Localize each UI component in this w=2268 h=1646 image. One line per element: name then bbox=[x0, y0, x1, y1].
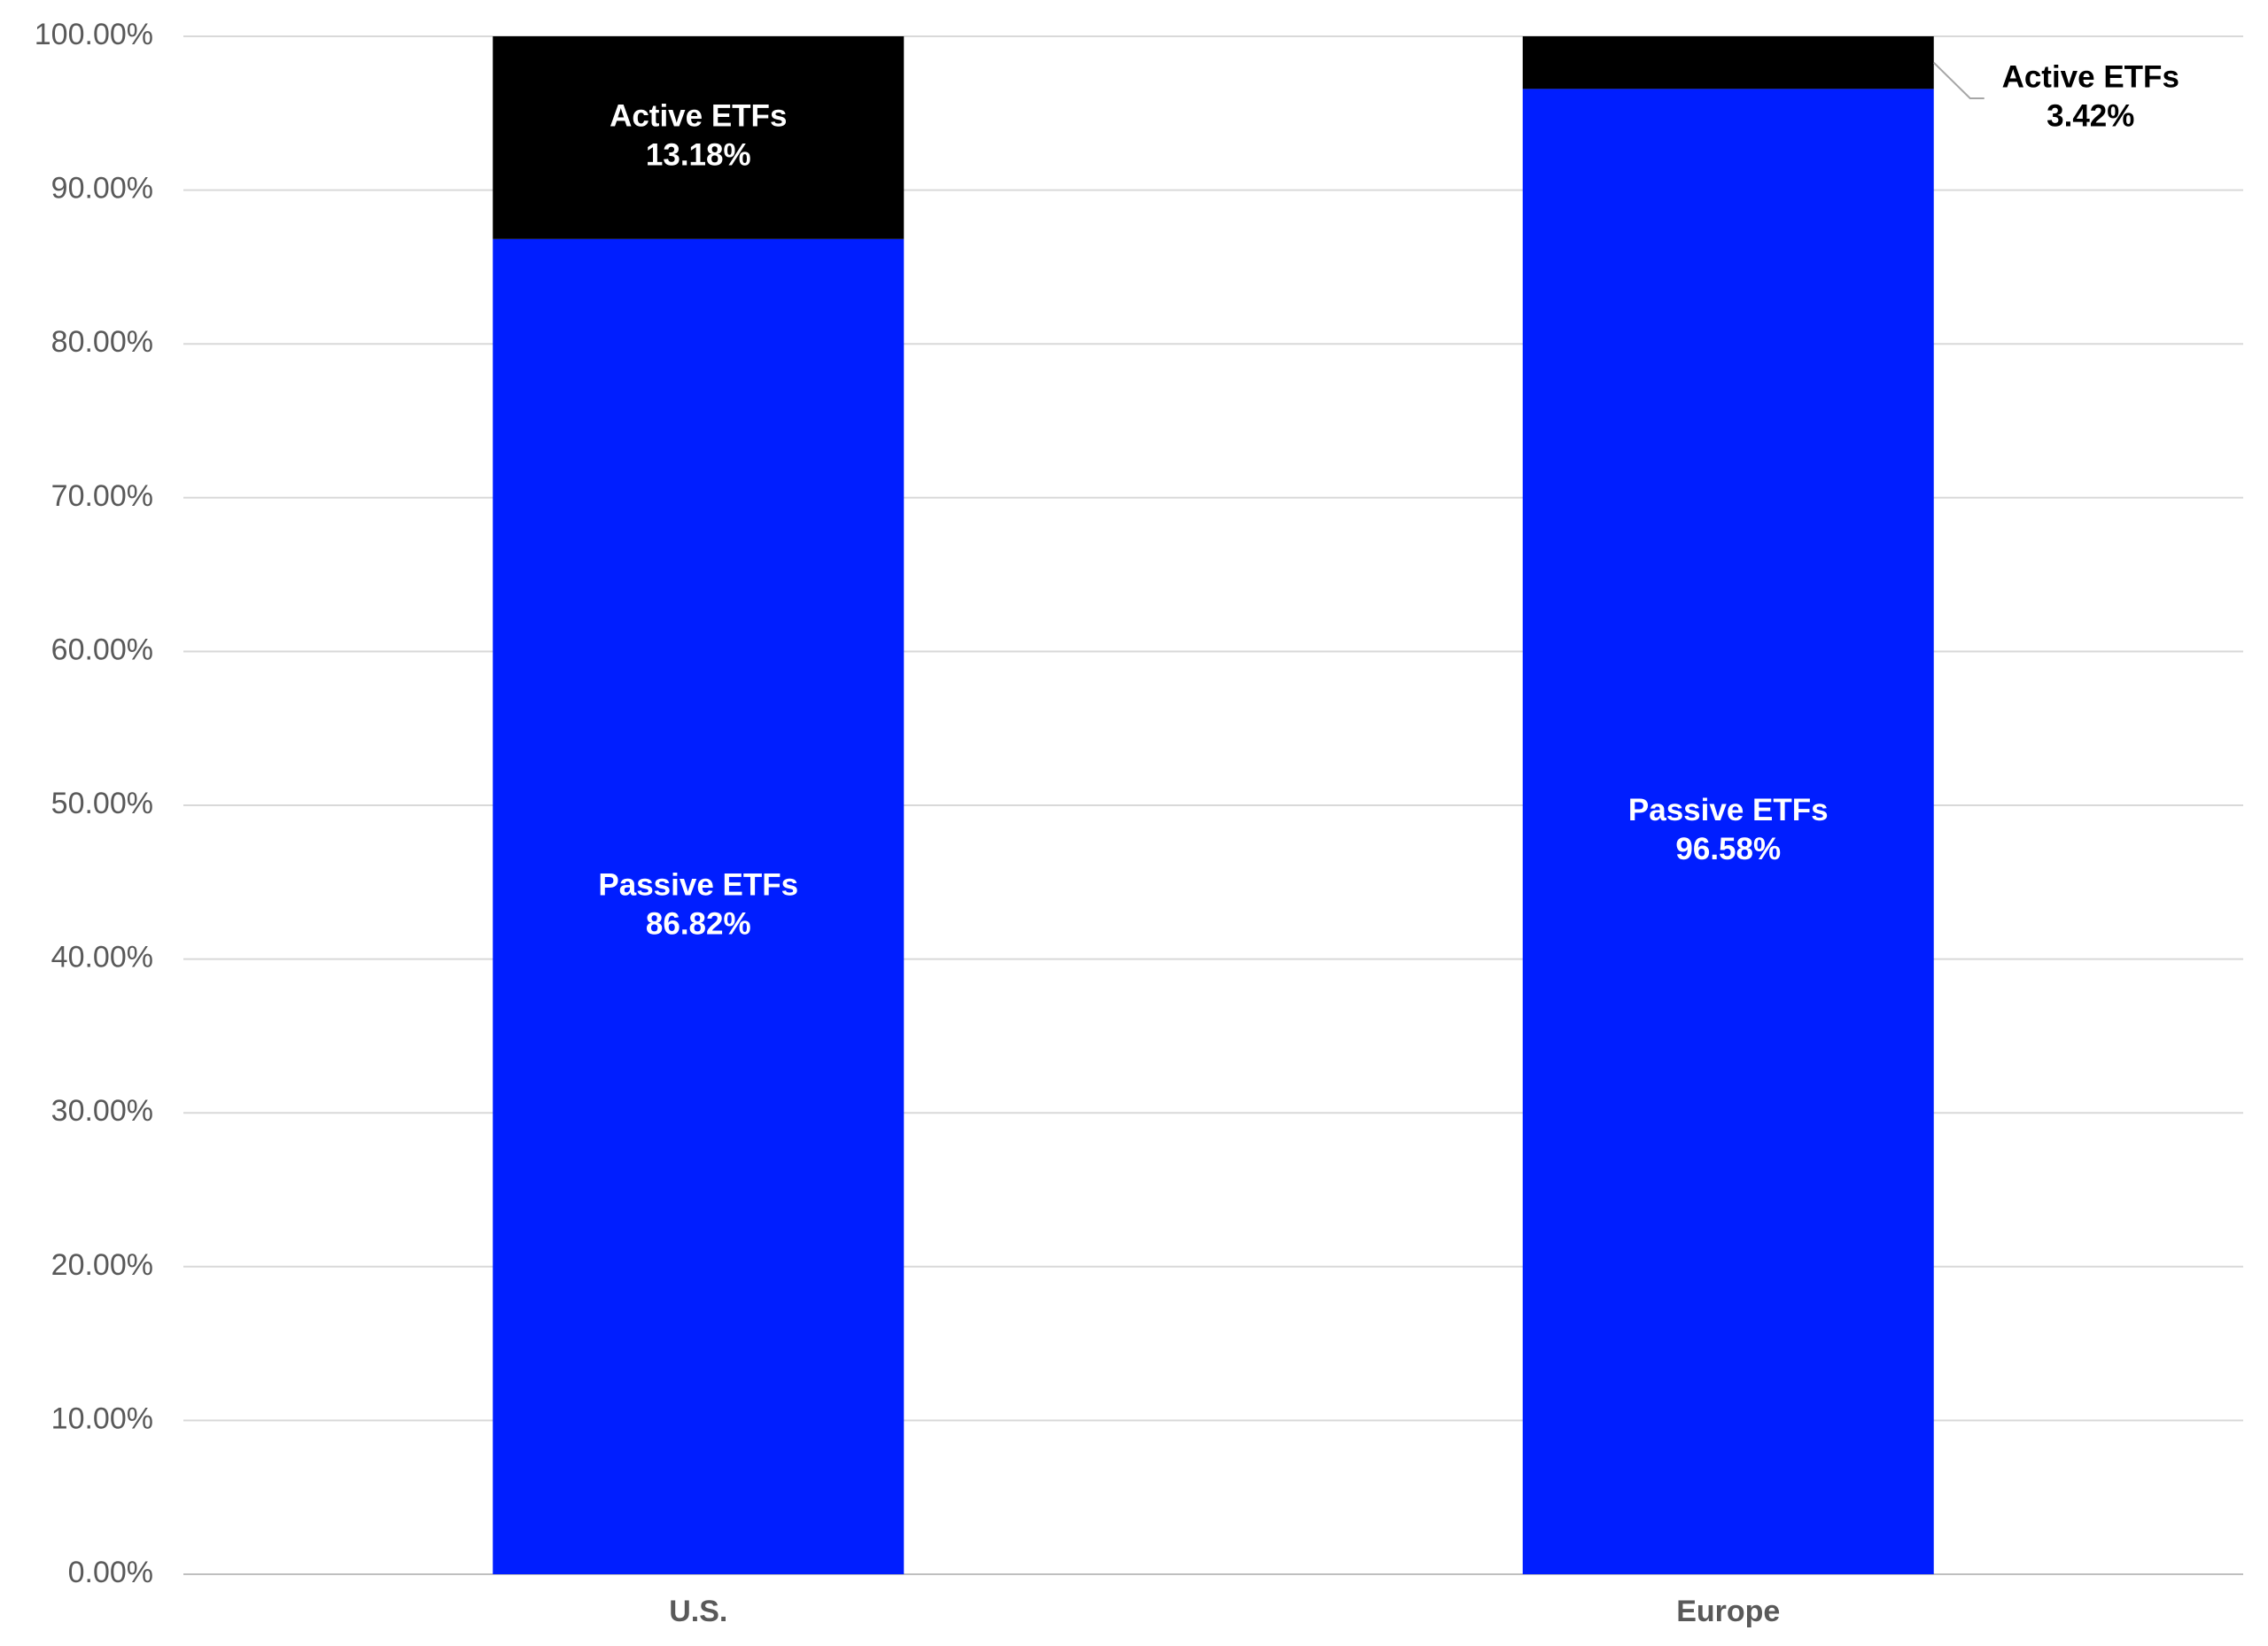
data-label: 96.58% bbox=[1675, 832, 1781, 866]
y-tick-label: 60.00% bbox=[51, 633, 153, 666]
y-tick-label: 50.00% bbox=[51, 787, 153, 820]
leader-line bbox=[1933, 61, 1984, 99]
y-tick-label: 20.00% bbox=[51, 1248, 153, 1282]
data-label-name: Active ETFs bbox=[610, 99, 787, 134]
x-tick-label: U.S. bbox=[669, 1595, 727, 1628]
data-label-name: Passive ETFs bbox=[598, 868, 798, 903]
data-label-name: Passive ETFs bbox=[1628, 793, 1829, 827]
bar-segment bbox=[493, 36, 905, 239]
data-label: 3.42% bbox=[2047, 98, 2134, 133]
bar-segment bbox=[1522, 89, 1934, 1574]
y-tick-label: 90.00% bbox=[51, 172, 153, 206]
bar-segment bbox=[1522, 36, 1934, 89]
y-tick-label: 70.00% bbox=[51, 479, 153, 513]
y-tick-label: 10.00% bbox=[51, 1401, 153, 1435]
y-tick-label: 100.00% bbox=[35, 18, 153, 51]
x-tick-label: Europe bbox=[1676, 1595, 1780, 1628]
data-label-name: Active ETFs bbox=[2002, 59, 2179, 94]
data-label: 13.18% bbox=[646, 138, 751, 173]
y-tick-label: 80.00% bbox=[51, 325, 153, 359]
y-tick-label: 30.00% bbox=[51, 1094, 153, 1128]
data-label: 86.82% bbox=[646, 907, 751, 942]
y-tick-label: 40.00% bbox=[51, 941, 153, 974]
y-tick-label: 0.00% bbox=[68, 1556, 153, 1589]
bar-segment bbox=[493, 238, 905, 1574]
